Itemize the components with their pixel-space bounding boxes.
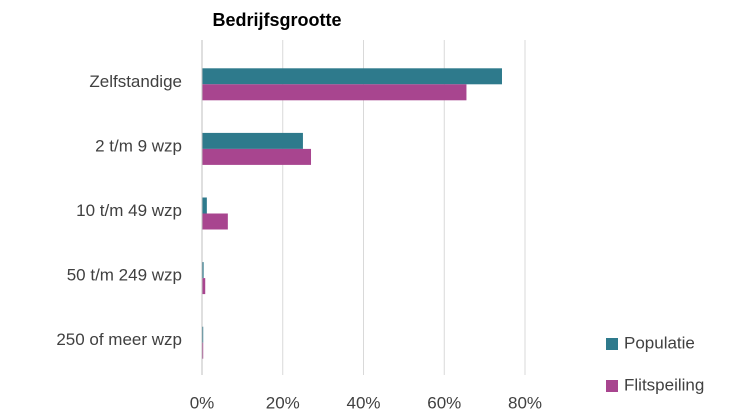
bar	[202, 342, 204, 359]
legend-swatch	[606, 380, 618, 392]
legend-label: Populatie	[624, 333, 695, 352]
x-tick-label: 60%	[427, 393, 461, 412]
bar	[202, 132, 303, 149]
y-tick-label: 250 of meer wzp	[56, 330, 182, 349]
x-tick-label: 20%	[266, 393, 300, 412]
y-tick-label: Zelfstandige	[89, 72, 182, 91]
bar	[202, 213, 228, 230]
bar	[202, 84, 467, 101]
legend-swatch	[606, 338, 618, 350]
bar	[202, 278, 206, 295]
chart-title: Bedrijfsgrootte	[212, 10, 341, 30]
x-tick-label: 40%	[346, 393, 380, 412]
y-tick-label: 50 t/m 249 wzp	[67, 266, 182, 285]
x-tick-label: 0%	[190, 393, 215, 412]
bar	[202, 262, 204, 279]
y-tick-label: 10 t/m 49 wzp	[76, 201, 182, 220]
bar	[202, 148, 312, 165]
x-tick-label: 80%	[508, 393, 542, 412]
bar	[202, 68, 502, 85]
bar	[202, 197, 207, 214]
legend-label: Flitspeiling	[624, 375, 704, 394]
y-tick-label: 2 t/m 9 wzp	[95, 136, 182, 155]
bar	[202, 326, 204, 343]
